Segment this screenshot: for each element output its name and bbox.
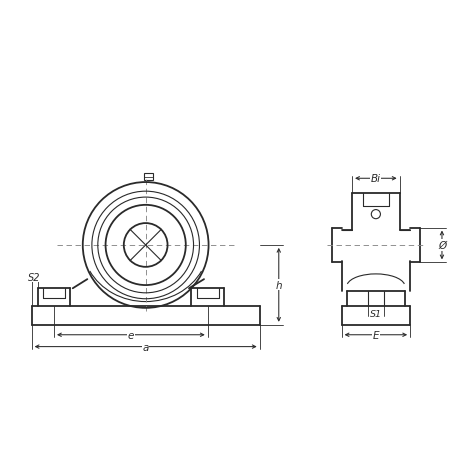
Bar xyxy=(144,174,152,180)
Text: E: E xyxy=(372,330,378,340)
Text: a: a xyxy=(142,342,149,352)
Text: S1: S1 xyxy=(369,310,381,319)
Text: Bi: Bi xyxy=(370,174,380,184)
Text: Ø: Ø xyxy=(437,241,445,251)
Text: e: e xyxy=(128,330,134,340)
Text: S2: S2 xyxy=(28,272,41,282)
Text: h: h xyxy=(275,280,281,290)
